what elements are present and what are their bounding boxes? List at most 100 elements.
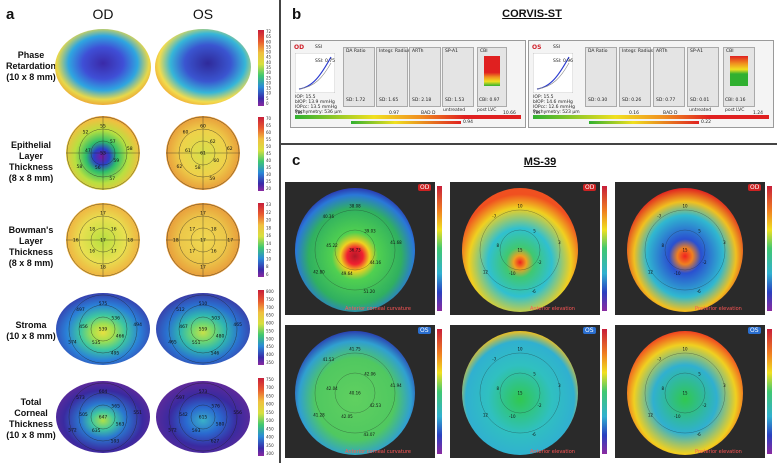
scale-tick-label: 14: [266, 241, 272, 246]
scale-tick-label: 16: [266, 233, 272, 238]
scale-tick-label: 700: [266, 305, 274, 310]
ms39-elev-od-value: -6: [532, 289, 536, 294]
corvis-od-ssi-plot: [295, 53, 335, 93]
tct-os-value: 542: [179, 412, 188, 418]
scale-bar-phase: [258, 30, 264, 106]
scale-bar-bow: [258, 203, 264, 277]
ms39-caption-2: Anterior elevation: [530, 306, 575, 312]
ms39-curv-os-value: 43.07: [363, 432, 375, 437]
corvis-os-tbi2-value: 0.22: [701, 120, 712, 125]
corvis-os-iop: IOP: 15.5: [533, 95, 554, 100]
ms39-curv-od: [295, 188, 415, 312]
ms39-curv-od-value: 40.36: [323, 214, 335, 219]
ms39-post-os-value: 12: [648, 413, 654, 418]
ms39-caption-4: Anterior corneal curvature: [345, 449, 411, 455]
ms39-badge-1: OD: [418, 184, 432, 191]
ms39-elev-od-value: -2: [538, 260, 542, 265]
epi-od-value: 57: [110, 139, 116, 145]
corvis-title: CORVIS-ST: [502, 8, 562, 20]
scale-bar-tct: [258, 378, 264, 456]
corvis-os-box-cbi: CBI CBI: 0.16: [723, 47, 755, 107]
stroma-os-value: 559: [199, 327, 208, 333]
scale-tick-label: 35: [266, 165, 272, 170]
ms39-caption-5: Anterior elevation: [530, 449, 575, 455]
scale-tick-label: 72: [266, 29, 272, 34]
stroma-os-value: 465: [233, 322, 242, 328]
scale-tick-label: 750: [266, 297, 274, 302]
epi-od-value: 56: [95, 165, 101, 171]
stroma-map-os: [156, 293, 250, 365]
stroma-od-value: 539: [99, 327, 108, 333]
scale-tick-label: 0: [266, 101, 269, 106]
ms39-curv-od-value: 39.03: [364, 229, 376, 234]
scale-tick-label: 12: [266, 249, 272, 254]
tct-od-value: 551: [133, 410, 142, 416]
tct-os-value: 573: [199, 389, 208, 395]
tct-od-value: 573: [76, 395, 85, 401]
stroma-od-value: 497: [76, 307, 85, 313]
scale-tick-label: 800: [266, 289, 274, 294]
scale-tick-label: 30: [266, 70, 272, 75]
bow-od-value: 18: [89, 227, 95, 233]
corvis-os-biop: bIOP: 14.6 mmHg: [533, 100, 573, 105]
corvis-od-eye: OD: [294, 44, 305, 51]
stroma-os-value: 512: [176, 307, 185, 313]
stroma-os-value: 510: [199, 301, 208, 307]
corvis-od-box-da: DA Ratio SD: 1.72: [343, 47, 375, 107]
corvis-od-iop: IOP: 15.5: [295, 95, 316, 100]
corvis-od-box-arth: ARTh SD: 2.18: [409, 47, 441, 107]
corvis-os-box-spa1: SP-A1 SD: 0.01: [687, 47, 719, 107]
scale-tick-label: 500: [266, 418, 274, 423]
tct-os-value: 576: [211, 404, 220, 410]
stroma-od-value: 574: [68, 339, 77, 345]
corvis-os-pachy: Pachymetry: 523 μm: [533, 110, 580, 115]
bow-os-value: 18: [173, 238, 179, 244]
corvis-os-tbi-value: 0.16: [629, 111, 640, 116]
corvis-od-tbi-label: TBI: [295, 111, 303, 116]
stroma-os-value: 480: [216, 334, 225, 340]
epi-od-value: 57: [109, 176, 115, 182]
bow-od-value: 16: [89, 248, 95, 254]
ms39-elev-os-value: 15: [517, 391, 523, 396]
scale-tick-label: 300: [266, 451, 274, 456]
tct-od-value: 572: [68, 427, 77, 433]
bow-od-value: 18: [127, 238, 133, 244]
corvis-od-tbi-bar: [295, 115, 521, 119]
ms39-curv-os-value: 42.04: [326, 386, 338, 391]
stroma-os-value: 465: [168, 339, 177, 345]
ms39-post-od-value: -10: [674, 271, 681, 276]
ms39-post-os-value: 5: [698, 372, 701, 377]
scale-tick-label: 20: [266, 186, 272, 191]
epi-os-value: 58: [195, 165, 201, 171]
corvis-od-box-cbi: CBI CBI: 0.97: [477, 47, 507, 107]
corvis-report-od: OD SSI SSI: 0.75 IOP: 15.5 bIOP: 13.9 mm…: [290, 40, 526, 128]
ms39-curv-od-value: 44.16: [370, 260, 382, 265]
epi-od-value: 52: [83, 130, 89, 136]
corvis-od-box-radius: Integr. Radius SD: 1.65: [376, 47, 410, 107]
map-grid-rings: [66, 116, 240, 452]
scale-tick-label: 400: [266, 352, 274, 357]
ms39-elev-os-value: -10: [509, 414, 516, 419]
stroma-os-value: 503: [211, 316, 220, 322]
tct-os-value: 615: [199, 415, 208, 421]
corvis-os-ssi: SSI: 0.96: [553, 59, 574, 64]
ms39-post-od-value: 5: [698, 229, 701, 234]
corvis-os-flag: SSI: [553, 45, 561, 50]
bow-os-value: 17: [189, 248, 195, 254]
row-label-epithelial: Epithelial Layer Thickness (8 x 8 mm): [8, 140, 54, 183]
corvis-os-tbi-bar2: [589, 121, 699, 124]
bow-od-value: 17: [111, 248, 117, 254]
corvis-od-tbi-value: 0.97: [389, 111, 400, 116]
tct-map-od: [56, 381, 150, 453]
ms39-badge-5: OS: [583, 327, 596, 334]
stroma-os-value: 546: [211, 351, 220, 357]
ms39-post-od-value: 15: [682, 248, 688, 253]
scale-tick-label: 22: [266, 210, 272, 215]
corvis-os-legend-postlvc: post LVC: [725, 108, 745, 113]
row-label-bowman: Bowman's Layer Thickness (8 x 8 mm): [8, 225, 54, 268]
corvis-od-bad: BAD D: [421, 111, 436, 116]
tct-od-value: 505: [79, 412, 88, 418]
ms39-elev-os-value: 10: [517, 347, 523, 352]
scale-tick-label: 600: [266, 402, 274, 407]
corvis-os-tbi-bar: [533, 115, 769, 119]
